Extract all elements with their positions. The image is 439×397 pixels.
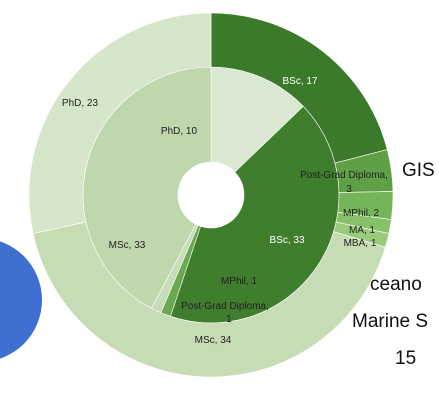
label-inner-msc: MSc, 33 (109, 240, 146, 251)
label-inner-phd: PhD, 10 (161, 126, 198, 137)
label-outer-mba: MBA, 1 (344, 238, 377, 249)
label-inner-postgrad-count: 1 (226, 314, 232, 325)
background-text-marine: Marine S (352, 311, 428, 332)
label-outer-postgrad: Post-Grad Diploma, (300, 170, 388, 181)
outer-slice-phd (28, 12, 212, 234)
label-inner-mphil: MPhil, 1 (221, 276, 258, 287)
background-text-gis: GIS (402, 160, 435, 181)
label-outer-bsc: BSc, 17 (282, 76, 317, 87)
label-inner-postgrad: Post-Grad Diploma, (181, 301, 269, 312)
label-outer-mphil: MPhil, 2 (343, 208, 380, 219)
outer-slice-msc (32, 221, 386, 378)
background-blue-circle (0, 241, 42, 359)
label-outer-msc: MSc, 34 (195, 335, 232, 346)
chart-labels: PhD, 10 BSc, 33 MPhil, 1 Post-Grad Diplo… (62, 76, 388, 346)
background-text-oceano: ceano (370, 274, 422, 295)
label-outer-ma: MA, 1 (349, 225, 376, 236)
label-inner-bsc: BSc, 33 (269, 235, 304, 246)
label-outer-postgrad-count: 3 (346, 184, 352, 195)
background-text-number: 15 (395, 348, 416, 369)
chart-slices (28, 12, 394, 378)
label-outer-phd: PhD, 23 (62, 98, 99, 109)
